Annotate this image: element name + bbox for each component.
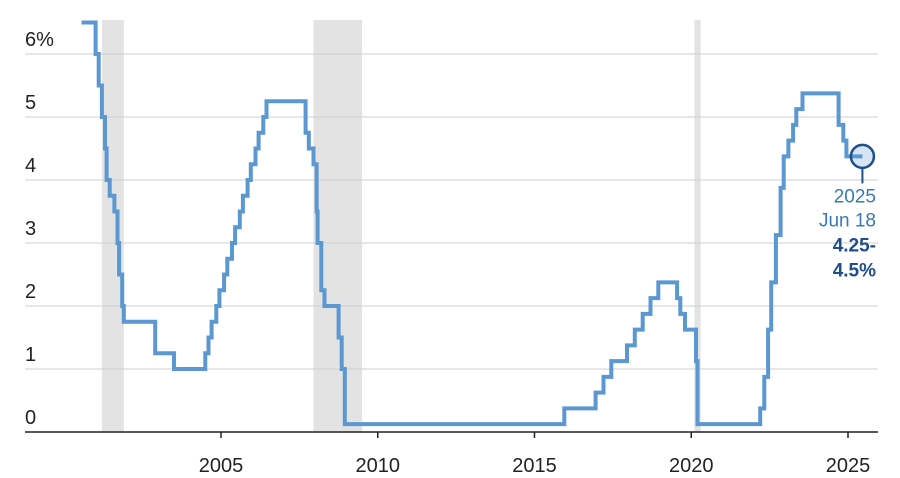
y-tick-label: 6% [25, 29, 54, 51]
annotation-date: Jun 18 [819, 210, 876, 231]
annotation-year: 2025 [834, 186, 876, 207]
y-tick-label: 5 [25, 92, 36, 114]
latest-value-marker [849, 143, 876, 170]
y-tick-label: 1 [25, 344, 36, 366]
y-tick-label: 4 [25, 155, 36, 177]
x-tick-label: 2020 [669, 455, 714, 477]
x-tick-label: 2005 [199, 455, 244, 477]
annotation-value-percent: 4.5% [833, 260, 876, 281]
recession-band [313, 20, 363, 432]
recession-band [101, 20, 124, 432]
recession-band [694, 20, 701, 432]
x-tick-label: 2010 [356, 455, 401, 477]
x-tick-label: 2025 [826, 455, 871, 477]
rate-series-line [81, 20, 863, 427]
latest-value-annotation: 2025 Jun 18 4.25- 4.5% [819, 143, 876, 281]
y-axis-labels: 0 1 2 3 4 5 6% [25, 29, 54, 429]
series-lines [81, 20, 863, 427]
x-tick-label: 2015 [512, 455, 557, 477]
y-tick-label: 0 [25, 407, 36, 429]
y-tick-label: 2 [25, 281, 36, 303]
annotation-value-range: 4.25- [833, 235, 876, 256]
gridlines [25, 53, 878, 370]
recession-bands [101, 20, 701, 432]
x-axis: 2005 2010 2015 2020 2025 [25, 431, 878, 477]
y-tick-label: 3 [25, 218, 36, 240]
